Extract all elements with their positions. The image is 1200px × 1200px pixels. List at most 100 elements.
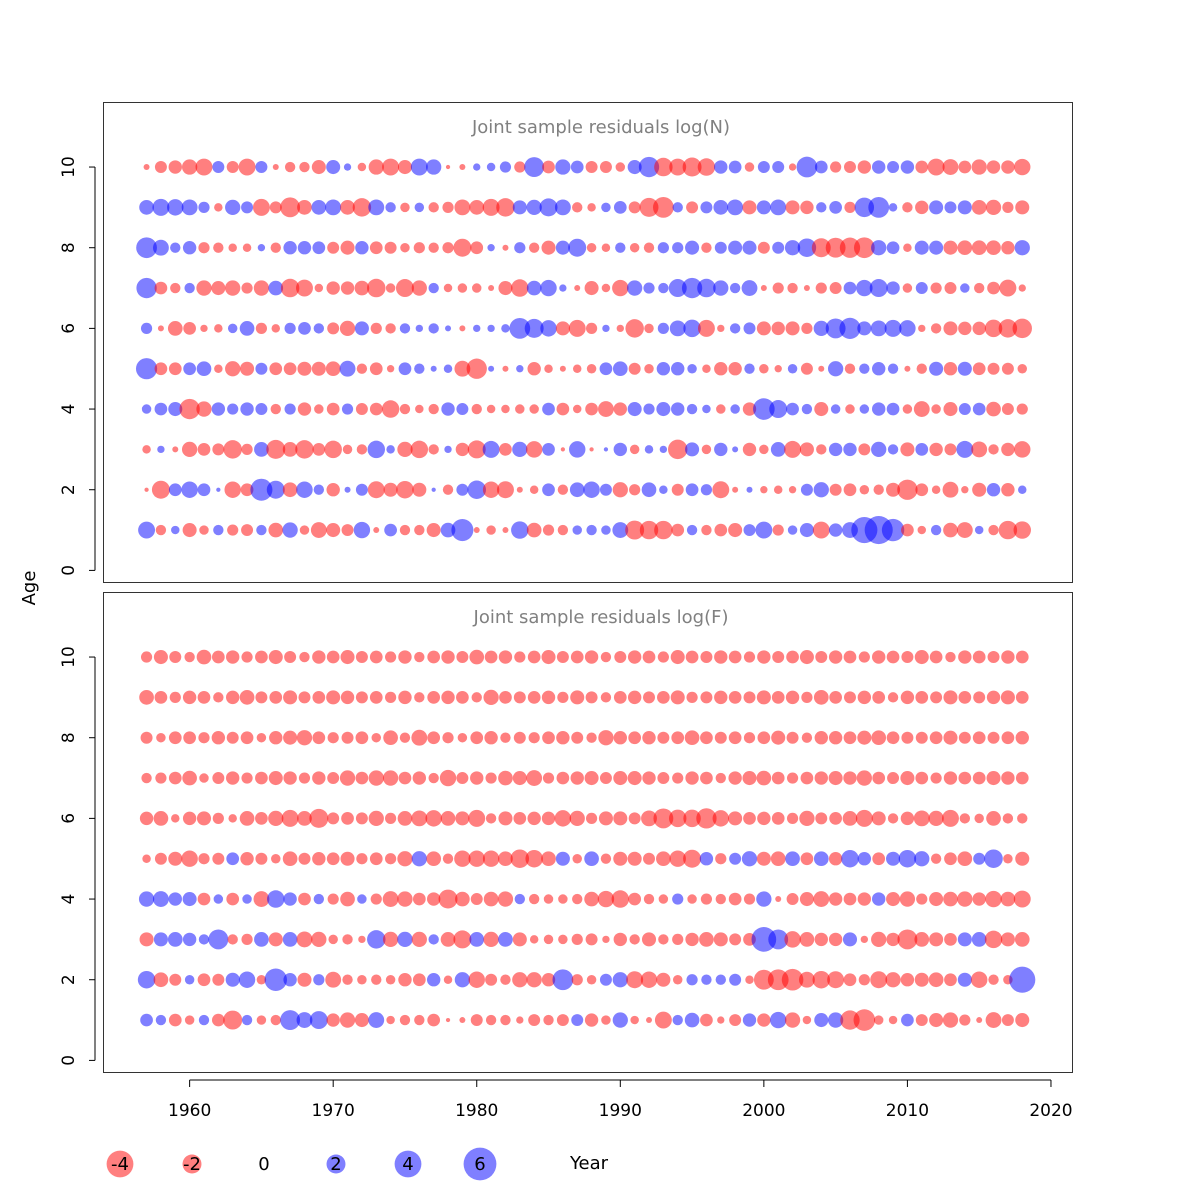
bubble xyxy=(599,161,612,174)
bubble xyxy=(1015,731,1029,745)
bubble xyxy=(700,893,713,905)
y-tick-label: 2 xyxy=(59,484,79,495)
bubble xyxy=(1015,1013,1030,1028)
bubble xyxy=(586,524,597,536)
bubble xyxy=(137,970,156,989)
bubble xyxy=(742,1013,757,1027)
bubble xyxy=(601,525,611,535)
bubble xyxy=(542,524,555,536)
bubble xyxy=(900,771,915,786)
bubble xyxy=(613,731,627,745)
bubble xyxy=(140,651,153,663)
bubble xyxy=(297,972,312,987)
bubble xyxy=(385,691,397,703)
bubble xyxy=(183,731,196,745)
bubble xyxy=(598,401,614,417)
bubble xyxy=(470,1014,483,1027)
bubble xyxy=(529,485,539,494)
bubble xyxy=(172,446,179,453)
bubble xyxy=(814,402,829,417)
bubble xyxy=(540,320,557,337)
bubble xyxy=(139,932,154,947)
bubble xyxy=(857,160,872,174)
bubble xyxy=(787,525,798,535)
bubble xyxy=(570,771,584,785)
bubble xyxy=(529,935,539,944)
bubble xyxy=(942,1012,959,1028)
x-tick-label: 1960 xyxy=(168,1101,211,1121)
bubble xyxy=(928,810,944,827)
bubble xyxy=(184,974,195,985)
panel-top-bubbles xyxy=(135,156,1032,545)
bubble xyxy=(256,524,267,536)
bubble xyxy=(860,935,869,944)
bubble xyxy=(888,203,898,212)
bubble xyxy=(441,402,455,416)
bubble xyxy=(1001,731,1015,745)
bubble xyxy=(944,852,957,866)
bubble xyxy=(972,482,987,497)
bubble xyxy=(813,891,830,907)
legend-bubble xyxy=(106,1150,134,1178)
bubble xyxy=(669,850,686,867)
bubble xyxy=(585,402,598,416)
bubble xyxy=(571,731,584,744)
bubble xyxy=(183,322,196,335)
bubble xyxy=(198,934,210,945)
bubble xyxy=(485,813,497,824)
bubble xyxy=(728,523,743,538)
bubble xyxy=(814,1013,829,1028)
bubble xyxy=(629,484,641,496)
bubble xyxy=(771,321,785,336)
bubble xyxy=(370,322,382,334)
bubble xyxy=(470,893,483,906)
bubble xyxy=(225,972,240,987)
bubble xyxy=(154,362,168,376)
bubble xyxy=(340,891,355,907)
bubble xyxy=(228,814,237,823)
bubble xyxy=(410,158,428,176)
bubble xyxy=(198,732,210,744)
bubble xyxy=(342,974,353,985)
bubble xyxy=(788,486,797,494)
bubble xyxy=(843,281,857,295)
bubble xyxy=(267,890,285,908)
bubble xyxy=(182,241,197,255)
bubble xyxy=(314,404,324,414)
bubble xyxy=(828,932,843,947)
bubble xyxy=(929,892,944,907)
bubble xyxy=(772,241,785,254)
bubble xyxy=(986,811,1001,826)
bubble xyxy=(397,851,413,867)
bubble xyxy=(800,771,814,785)
bubble xyxy=(455,811,470,826)
bubble xyxy=(459,325,466,332)
bubble xyxy=(686,691,698,703)
bubble xyxy=(771,771,785,785)
bubble xyxy=(745,975,754,984)
bubble xyxy=(428,202,439,213)
bubble xyxy=(773,485,783,494)
bubble xyxy=(672,1014,683,1026)
bubble xyxy=(886,402,900,416)
bubble xyxy=(355,651,368,664)
bubble xyxy=(914,932,930,947)
bubble xyxy=(760,285,767,292)
bubble xyxy=(341,524,354,537)
bubble xyxy=(715,853,727,865)
bubble xyxy=(899,320,916,337)
bubble xyxy=(326,1013,340,1027)
bubble xyxy=(298,322,311,335)
bubble xyxy=(602,935,610,944)
bubble xyxy=(442,853,454,864)
bubble xyxy=(640,971,658,988)
bubble xyxy=(697,278,716,298)
bubble xyxy=(227,403,239,415)
bubble xyxy=(700,691,713,704)
bubble xyxy=(297,811,312,826)
bubble xyxy=(812,521,830,539)
bubble xyxy=(241,772,253,784)
bubble xyxy=(511,279,529,297)
bubble xyxy=(746,486,753,493)
bubble xyxy=(1012,318,1032,339)
